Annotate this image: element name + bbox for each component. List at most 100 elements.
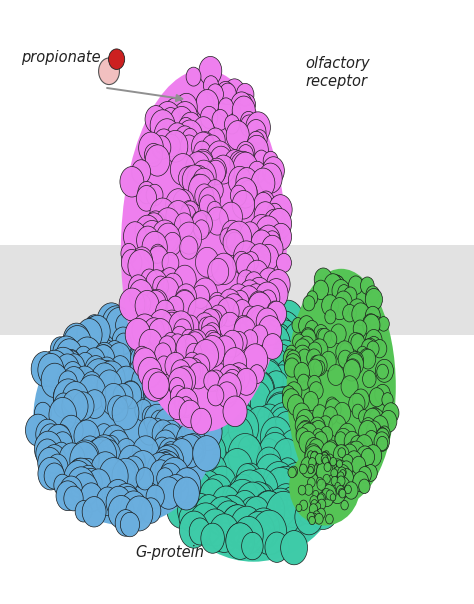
Circle shape bbox=[271, 365, 293, 393]
Circle shape bbox=[203, 76, 219, 95]
Circle shape bbox=[201, 344, 236, 388]
Circle shape bbox=[270, 466, 301, 507]
Circle shape bbox=[178, 120, 202, 152]
Circle shape bbox=[138, 437, 171, 479]
Circle shape bbox=[223, 324, 254, 364]
Circle shape bbox=[313, 480, 337, 511]
Circle shape bbox=[207, 141, 232, 173]
Circle shape bbox=[288, 467, 296, 478]
Circle shape bbox=[154, 385, 180, 418]
Circle shape bbox=[146, 394, 179, 435]
Circle shape bbox=[94, 342, 115, 368]
Circle shape bbox=[186, 330, 208, 358]
Circle shape bbox=[313, 490, 319, 498]
Circle shape bbox=[348, 332, 362, 350]
Circle shape bbox=[211, 486, 241, 523]
Circle shape bbox=[206, 160, 225, 185]
Circle shape bbox=[138, 417, 160, 445]
Circle shape bbox=[160, 268, 179, 292]
Circle shape bbox=[210, 305, 227, 328]
Circle shape bbox=[315, 513, 323, 524]
Circle shape bbox=[214, 336, 236, 364]
Circle shape bbox=[315, 503, 321, 510]
Circle shape bbox=[132, 314, 157, 347]
Circle shape bbox=[117, 486, 140, 517]
Circle shape bbox=[321, 442, 339, 464]
Circle shape bbox=[290, 461, 314, 493]
Circle shape bbox=[195, 247, 219, 277]
Circle shape bbox=[219, 312, 241, 339]
Circle shape bbox=[308, 451, 314, 459]
Circle shape bbox=[75, 501, 92, 522]
Circle shape bbox=[270, 407, 298, 443]
Circle shape bbox=[339, 469, 354, 487]
Circle shape bbox=[253, 490, 284, 530]
Circle shape bbox=[342, 454, 353, 469]
Circle shape bbox=[364, 464, 377, 481]
Circle shape bbox=[206, 374, 230, 405]
Circle shape bbox=[210, 336, 242, 377]
Circle shape bbox=[181, 365, 205, 396]
Circle shape bbox=[223, 396, 247, 426]
Circle shape bbox=[178, 117, 194, 137]
Circle shape bbox=[136, 467, 154, 490]
Circle shape bbox=[109, 49, 125, 69]
Circle shape bbox=[176, 222, 201, 254]
Circle shape bbox=[339, 489, 346, 498]
Circle shape bbox=[97, 370, 122, 402]
Circle shape bbox=[148, 391, 169, 417]
Circle shape bbox=[369, 388, 384, 406]
Circle shape bbox=[163, 130, 188, 162]
Circle shape bbox=[260, 349, 291, 388]
Circle shape bbox=[375, 359, 393, 382]
Circle shape bbox=[146, 184, 163, 206]
Circle shape bbox=[308, 478, 315, 487]
Circle shape bbox=[145, 106, 167, 133]
Circle shape bbox=[43, 445, 66, 474]
Circle shape bbox=[123, 222, 146, 251]
Circle shape bbox=[231, 291, 249, 313]
Circle shape bbox=[352, 404, 364, 419]
Circle shape bbox=[296, 410, 314, 431]
Circle shape bbox=[310, 423, 340, 462]
Circle shape bbox=[225, 480, 260, 524]
Circle shape bbox=[333, 477, 350, 498]
Circle shape bbox=[244, 252, 259, 271]
Circle shape bbox=[221, 505, 254, 547]
Circle shape bbox=[192, 361, 218, 394]
Circle shape bbox=[241, 381, 271, 419]
Circle shape bbox=[148, 401, 168, 427]
Circle shape bbox=[298, 498, 319, 524]
Circle shape bbox=[215, 391, 239, 421]
Circle shape bbox=[139, 318, 156, 340]
Circle shape bbox=[36, 419, 59, 449]
Circle shape bbox=[149, 310, 173, 341]
Circle shape bbox=[207, 496, 238, 536]
Circle shape bbox=[77, 318, 102, 351]
Circle shape bbox=[200, 454, 227, 489]
Circle shape bbox=[154, 408, 181, 442]
Circle shape bbox=[270, 223, 292, 250]
Circle shape bbox=[94, 361, 118, 391]
Circle shape bbox=[120, 167, 144, 197]
Circle shape bbox=[194, 396, 229, 440]
Circle shape bbox=[173, 400, 198, 432]
Circle shape bbox=[292, 471, 322, 509]
Circle shape bbox=[352, 456, 365, 474]
Circle shape bbox=[324, 460, 342, 483]
Circle shape bbox=[141, 269, 158, 291]
Circle shape bbox=[224, 367, 258, 411]
Circle shape bbox=[314, 456, 331, 478]
Circle shape bbox=[314, 378, 344, 416]
Circle shape bbox=[217, 401, 241, 432]
Circle shape bbox=[56, 339, 82, 373]
Circle shape bbox=[301, 356, 327, 390]
Circle shape bbox=[182, 398, 201, 423]
Circle shape bbox=[331, 429, 356, 459]
Circle shape bbox=[233, 300, 251, 323]
Circle shape bbox=[308, 342, 322, 360]
Circle shape bbox=[128, 451, 157, 488]
Circle shape bbox=[102, 306, 131, 342]
Circle shape bbox=[232, 310, 263, 350]
Circle shape bbox=[363, 370, 376, 388]
